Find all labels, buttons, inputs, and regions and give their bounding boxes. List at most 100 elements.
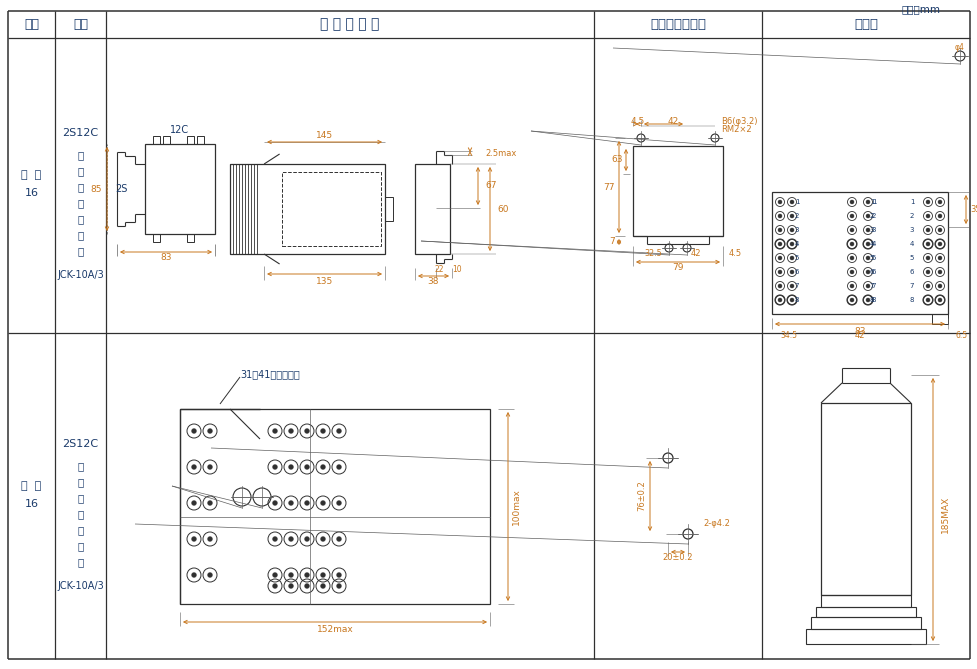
Text: 前: 前 xyxy=(77,525,84,535)
Circle shape xyxy=(865,284,870,288)
Circle shape xyxy=(937,284,941,288)
Text: 5: 5 xyxy=(871,255,875,261)
Text: 1: 1 xyxy=(869,199,873,205)
Text: 单位：mm: 单位：mm xyxy=(900,4,939,14)
Text: 2S12C: 2S12C xyxy=(63,128,99,138)
Bar xyxy=(820,403,910,595)
Circle shape xyxy=(849,214,853,218)
Text: 83: 83 xyxy=(853,326,865,335)
Circle shape xyxy=(336,573,341,577)
Text: 出: 出 xyxy=(77,477,84,487)
Circle shape xyxy=(336,537,341,541)
Circle shape xyxy=(925,284,929,288)
Circle shape xyxy=(865,214,870,218)
Text: 60: 60 xyxy=(496,205,508,213)
Circle shape xyxy=(925,270,929,274)
Circle shape xyxy=(778,256,782,260)
Circle shape xyxy=(778,270,782,274)
Text: 6.5: 6.5 xyxy=(956,332,967,341)
Text: 42: 42 xyxy=(854,332,865,341)
Text: 附  图: 附 图 xyxy=(21,171,42,181)
Circle shape xyxy=(925,256,929,260)
Circle shape xyxy=(789,298,793,302)
Circle shape xyxy=(789,242,793,246)
Text: 2: 2 xyxy=(909,213,913,219)
Bar xyxy=(771,192,947,314)
Circle shape xyxy=(288,464,293,470)
Circle shape xyxy=(849,256,853,260)
Circle shape xyxy=(865,270,870,274)
Text: 32.5: 32.5 xyxy=(644,250,661,258)
Text: 后: 后 xyxy=(77,215,84,225)
Text: 4.5: 4.5 xyxy=(728,250,742,258)
Text: 5: 5 xyxy=(909,255,913,261)
Circle shape xyxy=(849,284,853,288)
Text: 7: 7 xyxy=(794,283,798,289)
Text: 1: 1 xyxy=(871,199,875,205)
Text: 12C: 12C xyxy=(170,125,190,135)
Text: 63: 63 xyxy=(611,155,622,165)
Text: 100max: 100max xyxy=(512,488,521,525)
Text: 38: 38 xyxy=(427,278,439,286)
Text: 式: 式 xyxy=(77,493,84,503)
Text: 结构: 结构 xyxy=(73,18,88,31)
Circle shape xyxy=(320,583,325,589)
Text: 3: 3 xyxy=(909,227,913,233)
Circle shape xyxy=(849,298,853,302)
Circle shape xyxy=(865,200,870,204)
Circle shape xyxy=(937,298,941,302)
Circle shape xyxy=(778,200,782,204)
Bar xyxy=(230,164,385,254)
Text: 85: 85 xyxy=(91,185,102,193)
Text: 6: 6 xyxy=(794,269,798,275)
Text: 端子图: 端子图 xyxy=(853,18,877,31)
Text: 8: 8 xyxy=(869,297,873,303)
Text: 出: 出 xyxy=(77,167,84,177)
Text: 4: 4 xyxy=(794,241,798,247)
Circle shape xyxy=(320,429,325,434)
Circle shape xyxy=(304,573,309,577)
Text: 接: 接 xyxy=(77,541,84,551)
Bar xyxy=(187,234,193,242)
Circle shape xyxy=(304,500,309,506)
Text: 2.5max: 2.5max xyxy=(485,149,516,157)
Bar xyxy=(187,136,193,144)
Text: 4: 4 xyxy=(869,241,873,247)
Circle shape xyxy=(937,256,941,260)
Circle shape xyxy=(865,242,870,246)
Circle shape xyxy=(778,298,782,302)
Text: 2: 2 xyxy=(869,213,873,219)
Circle shape xyxy=(207,573,212,577)
Text: 4: 4 xyxy=(909,241,913,247)
Circle shape xyxy=(937,270,941,274)
Bar xyxy=(385,197,393,221)
Bar xyxy=(931,314,947,324)
Text: 34.5: 34.5 xyxy=(780,332,796,341)
Circle shape xyxy=(865,256,870,260)
Text: 185MAX: 185MAX xyxy=(940,495,949,533)
Bar xyxy=(180,409,489,604)
Circle shape xyxy=(849,228,853,232)
Text: φ4: φ4 xyxy=(955,43,964,52)
Text: 7: 7 xyxy=(871,283,875,289)
Text: 线: 线 xyxy=(77,246,84,256)
Text: 152max: 152max xyxy=(317,624,353,634)
Text: 1: 1 xyxy=(794,199,798,205)
Circle shape xyxy=(937,242,941,246)
Circle shape xyxy=(789,256,793,260)
Circle shape xyxy=(925,214,929,218)
Bar xyxy=(810,617,920,629)
Circle shape xyxy=(191,573,196,577)
Text: 2-φ4.2: 2-φ4.2 xyxy=(702,520,729,529)
Text: 图号: 图号 xyxy=(24,18,39,31)
Text: 外 形 尺 寸 图: 外 形 尺 寸 图 xyxy=(320,17,379,31)
Circle shape xyxy=(789,214,793,218)
Circle shape xyxy=(304,464,309,470)
Text: 2S: 2S xyxy=(114,184,127,194)
Text: 3: 3 xyxy=(794,227,798,233)
Text: 16: 16 xyxy=(24,189,38,199)
Text: 4.5: 4.5 xyxy=(630,118,645,126)
Circle shape xyxy=(273,429,277,434)
Circle shape xyxy=(273,500,277,506)
Circle shape xyxy=(191,464,196,470)
